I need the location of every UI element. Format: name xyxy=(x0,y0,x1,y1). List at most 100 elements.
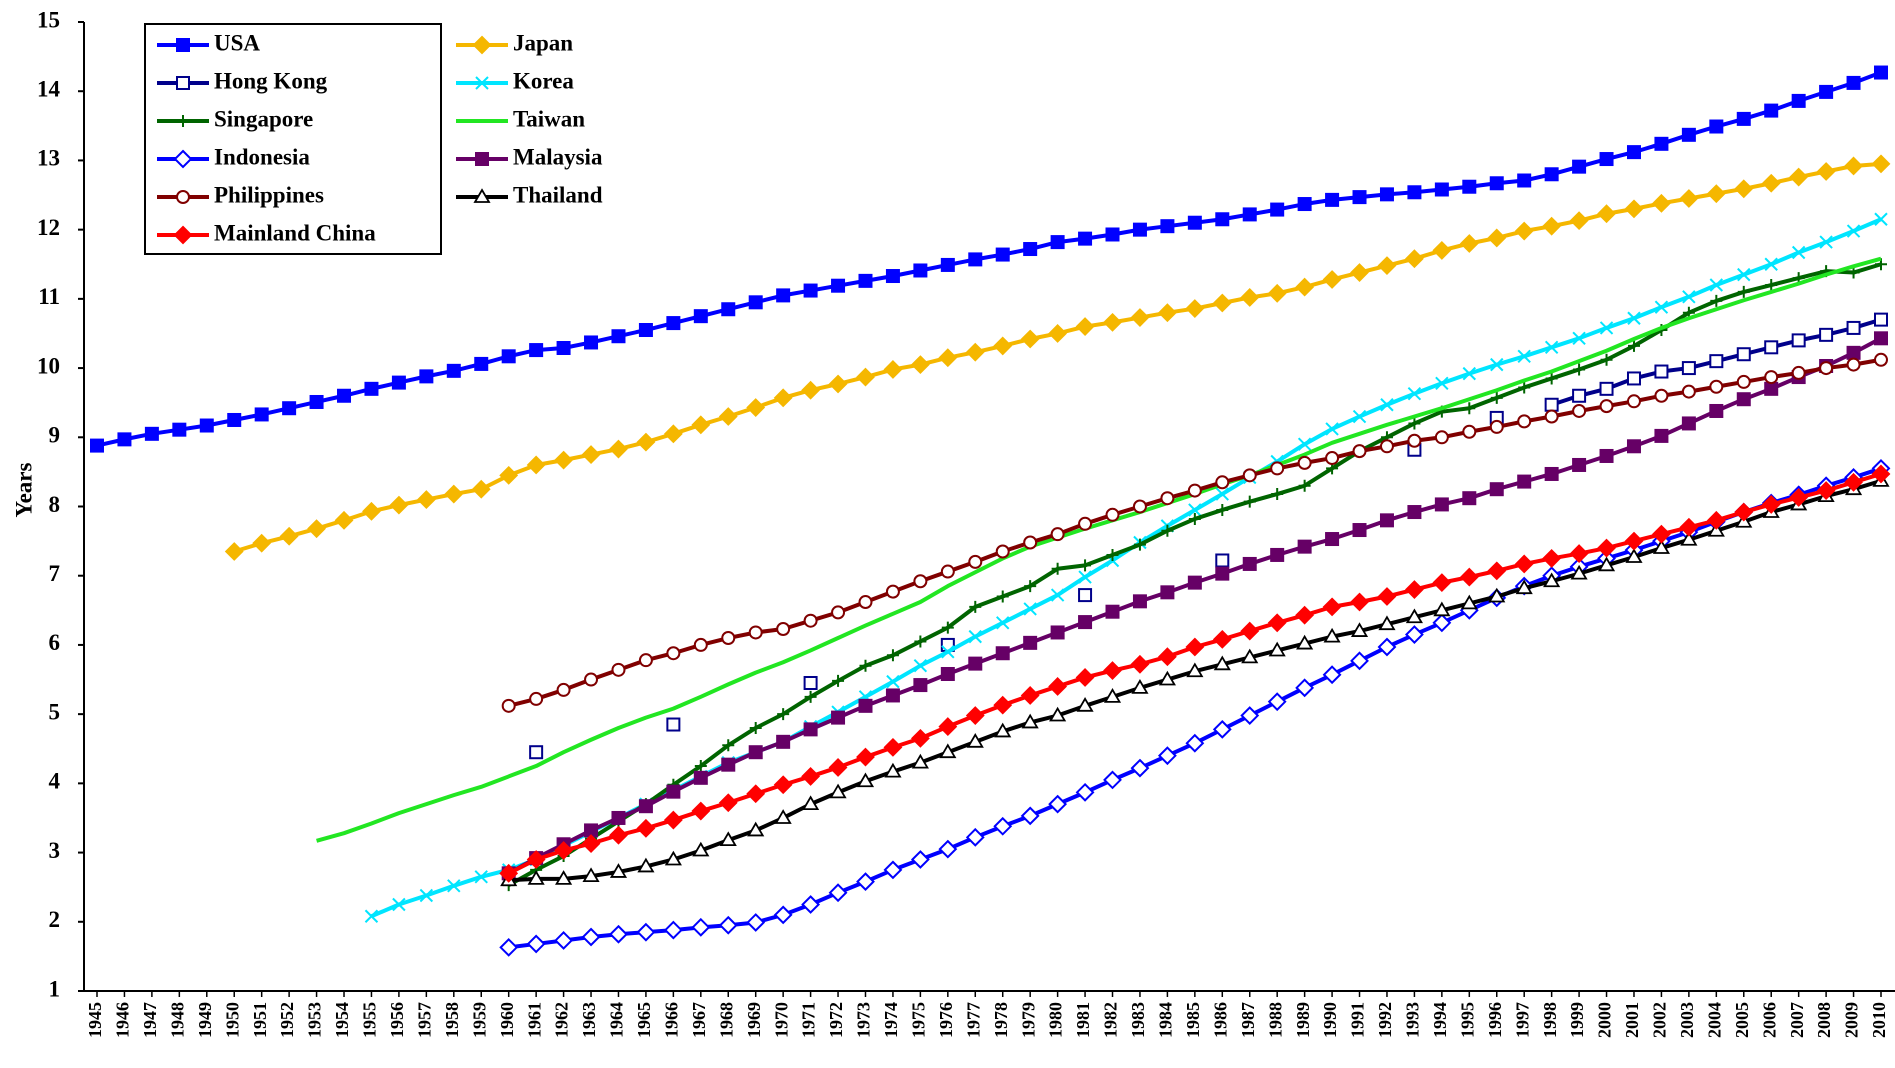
marker xyxy=(1847,266,1860,279)
marker xyxy=(1515,579,1533,595)
marker xyxy=(1435,376,1449,391)
marker xyxy=(1325,451,1340,466)
marker xyxy=(1325,532,1340,547)
x-tick-label: 1975 xyxy=(909,1002,929,1038)
marker xyxy=(721,631,736,646)
y-tick-label: 4 xyxy=(49,769,61,794)
marker xyxy=(965,342,985,362)
x-tick-label: 1949 xyxy=(195,1002,215,1038)
marker xyxy=(1652,539,1670,554)
x-tick-label: 2005 xyxy=(1732,1002,1752,1038)
marker xyxy=(803,722,818,737)
marker xyxy=(529,745,544,760)
marker xyxy=(1626,371,1641,386)
x-tick-label: 1998 xyxy=(1540,1002,1560,1038)
marker xyxy=(1681,361,1696,376)
marker xyxy=(1459,567,1479,587)
marker xyxy=(1271,488,1284,501)
marker xyxy=(254,407,269,422)
marker xyxy=(501,349,516,364)
marker xyxy=(666,717,681,732)
marker xyxy=(609,924,628,944)
marker xyxy=(1078,588,1093,603)
marker xyxy=(1846,75,1861,90)
marker xyxy=(886,674,900,689)
marker xyxy=(1791,93,1806,108)
x-tick-label: 1977 xyxy=(963,1002,983,1038)
marker xyxy=(996,590,1009,603)
marker xyxy=(499,465,519,485)
marker xyxy=(1490,357,1504,372)
marker xyxy=(885,688,900,703)
marker xyxy=(1599,381,1614,396)
marker xyxy=(718,793,738,813)
series xyxy=(499,464,1891,883)
marker xyxy=(584,335,599,350)
marker xyxy=(1462,179,1477,194)
marker xyxy=(529,343,544,358)
marker xyxy=(1050,625,1065,640)
x-tick-label: 1994 xyxy=(1430,1002,1450,1038)
marker xyxy=(1514,554,1534,574)
marker xyxy=(1049,706,1067,722)
x-tick-label: 1951 xyxy=(250,1002,270,1038)
marker xyxy=(968,656,983,671)
marker xyxy=(556,682,571,697)
legend-label: Malaysia xyxy=(513,144,603,169)
legend-marker xyxy=(176,38,190,52)
series-line xyxy=(370,217,1882,919)
marker xyxy=(1185,733,1205,753)
marker xyxy=(636,922,656,942)
marker xyxy=(1624,199,1644,219)
marker xyxy=(1681,416,1696,431)
marker xyxy=(1298,479,1311,492)
marker xyxy=(1407,386,1422,401)
marker xyxy=(993,816,1013,836)
marker xyxy=(939,743,957,759)
marker xyxy=(1706,510,1726,530)
x-tick-label: 1979 xyxy=(1018,1002,1038,1038)
marker xyxy=(1050,588,1065,602)
marker xyxy=(859,659,872,672)
marker xyxy=(663,424,683,444)
marker xyxy=(1270,461,1285,476)
marker xyxy=(1215,212,1230,227)
marker xyxy=(1681,127,1696,142)
marker xyxy=(1463,402,1476,415)
series xyxy=(501,331,1888,881)
x-tick-label: 2001 xyxy=(1622,1002,1642,1038)
x-tick-label: 1947 xyxy=(140,1002,160,1038)
marker xyxy=(1572,331,1586,346)
marker xyxy=(1599,152,1614,167)
x-tick-label: 2009 xyxy=(1842,1002,1862,1038)
marker xyxy=(1212,629,1232,649)
marker xyxy=(1737,285,1750,298)
marker xyxy=(636,432,656,452)
x-tick-label: 1961 xyxy=(524,1002,544,1038)
marker xyxy=(1350,592,1369,612)
marker xyxy=(1544,409,1559,424)
marker xyxy=(1075,782,1095,802)
marker xyxy=(1215,487,1229,501)
marker xyxy=(856,872,875,892)
marker xyxy=(1709,119,1724,134)
y-tick-label: 7 xyxy=(49,561,61,586)
marker xyxy=(883,737,903,757)
marker xyxy=(1103,770,1122,790)
marker xyxy=(1161,524,1174,537)
x-tick-label: 1981 xyxy=(1073,1002,1093,1038)
marker xyxy=(1379,513,1394,528)
marker xyxy=(1267,613,1287,633)
marker xyxy=(1023,635,1038,650)
marker xyxy=(1132,594,1147,609)
marker xyxy=(1188,512,1201,525)
x-tick-label: 1982 xyxy=(1101,1002,1121,1038)
series xyxy=(90,65,1888,453)
marker xyxy=(1023,602,1037,616)
marker xyxy=(746,913,766,932)
x-tick-label: 1993 xyxy=(1403,1002,1423,1038)
marker xyxy=(474,870,488,884)
marker xyxy=(1322,665,1342,685)
marker xyxy=(1489,176,1504,191)
marker xyxy=(666,646,681,661)
